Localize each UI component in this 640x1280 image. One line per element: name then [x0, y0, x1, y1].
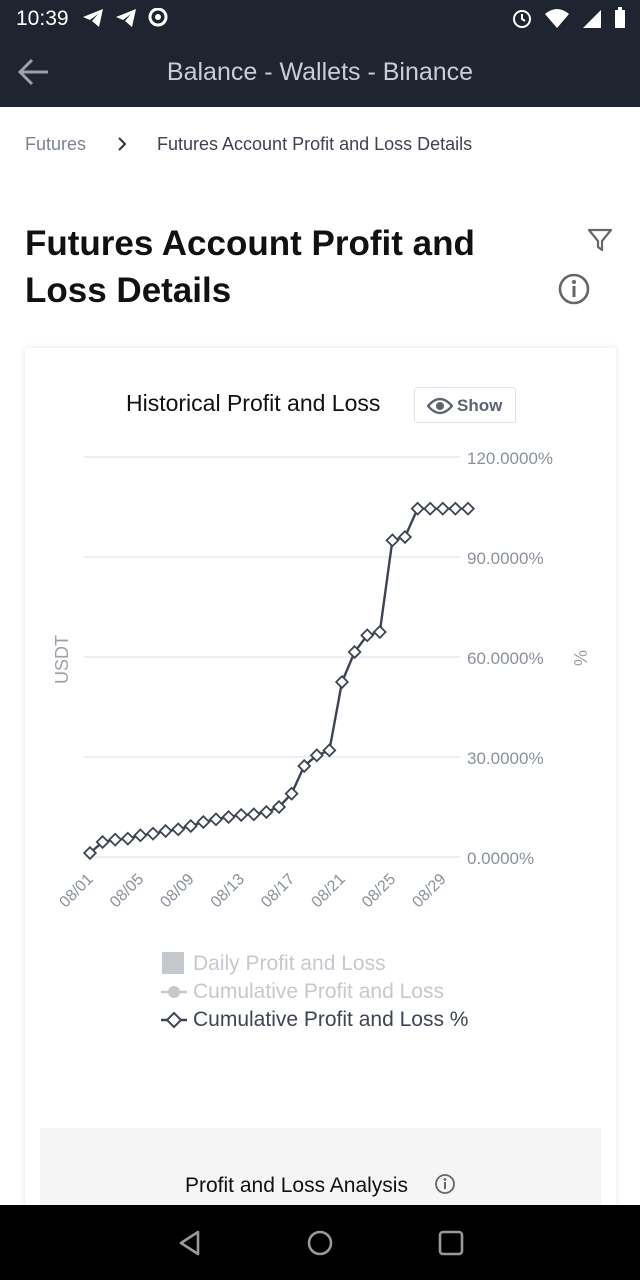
android-nav-bar	[0, 1205, 640, 1280]
data-point	[397, 529, 413, 545]
status-bar: 10:39	[0, 0, 640, 38]
data-point	[120, 831, 135, 846]
battery-icon	[615, 7, 625, 28]
y-tick-label: 60.0000%	[467, 649, 544, 668]
data-point	[208, 812, 224, 827]
y-tick-label: 120.0000%	[467, 449, 553, 468]
data-point	[108, 832, 123, 847]
legend-square-icon	[162, 952, 184, 974]
data-point	[145, 826, 161, 841]
info-icon[interactable]	[434, 1173, 456, 1195]
status-time: 10:39	[16, 7, 69, 30]
analysis-label: Profit and Loss Analysis	[185, 1174, 408, 1197]
data-point	[372, 624, 387, 640]
legend-diamond-line-icon	[161, 1011, 187, 1029]
data-point	[410, 501, 425, 516]
breadcrumb-futures[interactable]: Futures	[25, 134, 87, 154]
info-icon[interactable]	[556, 271, 592, 307]
data-point	[196, 814, 211, 830]
system-icons	[511, 7, 626, 34]
data-point	[234, 807, 249, 823]
data-point	[385, 533, 400, 548]
y-axis-label-right: %	[570, 650, 590, 666]
data-point	[133, 828, 148, 843]
data-point	[423, 501, 438, 516]
chevron-right-icon	[118, 137, 127, 151]
y-axis-label-left: USDT	[52, 635, 72, 684]
legend-dot-line-icon	[161, 986, 187, 998]
eye-icon	[427, 397, 453, 415]
data-point	[246, 807, 261, 822]
x-tick-label: 08/13	[208, 871, 248, 911]
breadcrumb-current: Futures Account Profit and Loss Details	[157, 134, 473, 154]
y-tick-label: 90.0000%	[467, 549, 544, 568]
data-point	[460, 501, 476, 516]
notification-icons	[82, 7, 170, 33]
data-point	[221, 809, 236, 825]
data-point	[347, 644, 362, 660]
wifi-icon	[544, 9, 569, 28]
analysis-section: Profit and Loss Analysis	[40, 1128, 601, 1208]
data-point	[284, 786, 299, 801]
x-tick-label: 08/09	[157, 871, 197, 911]
telegram-icon	[116, 9, 137, 27]
data-point	[334, 674, 350, 690]
data-point	[259, 804, 274, 820]
data-point	[297, 758, 312, 774]
data-point	[271, 799, 287, 815]
data-point	[360, 628, 375, 643]
data-point	[171, 822, 186, 837]
data-point	[309, 748, 324, 763]
legend-cumulative-percent-label: Cumulative Profit and Loss %	[193, 1008, 469, 1031]
nav-recents-icon[interactable]	[437, 1229, 465, 1257]
data-point	[82, 845, 98, 861]
app-title: Balance - Wallets - Binance	[166, 58, 474, 86]
chart-title: Historical Profit and Loss	[126, 390, 381, 416]
data-point	[95, 834, 110, 850]
show-button[interactable]: Show	[414, 387, 516, 423]
page-title: Futures Account Profit and Loss Details	[25, 224, 475, 310]
chart-card	[25, 348, 616, 1218]
data-point	[322, 743, 337, 758]
y-tick-label: 30.0000%	[467, 749, 544, 768]
x-tick-label: 08/01	[56, 871, 96, 911]
chat-icon	[148, 7, 168, 27]
x-tick-label: 08/29	[409, 871, 449, 911]
telegram-icon	[83, 9, 103, 27]
x-tick-label: 08/17	[258, 871, 298, 911]
x-tick-label: 08/21	[308, 871, 348, 911]
data-point	[435, 501, 450, 516]
nav-home-icon[interactable]	[306, 1229, 334, 1257]
filter-icon[interactable]	[586, 226, 614, 254]
app-bar: Balance - Wallets - Binance	[0, 38, 640, 107]
show-label: Show	[457, 396, 503, 415]
legend-daily-label: Daily Profit and Loss	[193, 952, 386, 975]
x-tick-label: 08/05	[107, 871, 147, 911]
x-tick-label: 08/25	[359, 871, 399, 911]
back-arrow-icon[interactable]	[16, 54, 52, 90]
signal-icon	[582, 10, 601, 28]
legend-cumulative-label: Cumulative Profit and Loss	[193, 980, 444, 1003]
alarm-icon	[512, 10, 531, 28]
y-tick-label: 0.0000%	[467, 849, 534, 868]
data-point	[158, 823, 173, 839]
nav-back-icon[interactable]	[176, 1229, 204, 1257]
data-point	[448, 501, 463, 516]
data-point	[183, 818, 198, 834]
